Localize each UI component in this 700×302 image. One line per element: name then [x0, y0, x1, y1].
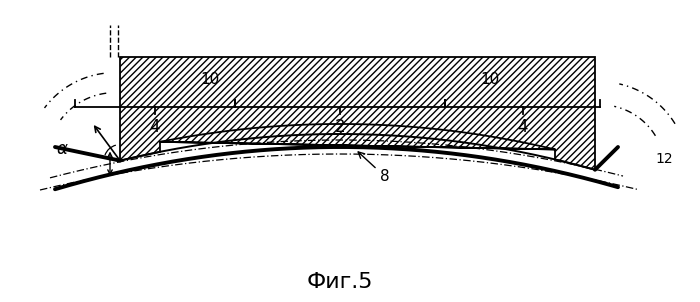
- Polygon shape: [120, 57, 595, 170]
- Text: 8: 8: [358, 152, 390, 184]
- Text: 10: 10: [480, 72, 500, 86]
- Text: 12: 12: [655, 152, 673, 166]
- Text: 2: 2: [335, 118, 345, 136]
- Text: Фиг.5: Фиг.5: [307, 272, 373, 292]
- Text: 4: 4: [150, 118, 160, 136]
- Text: $\alpha$: $\alpha$: [55, 140, 69, 158]
- Text: 10: 10: [200, 72, 220, 86]
- Text: 4: 4: [517, 118, 528, 136]
